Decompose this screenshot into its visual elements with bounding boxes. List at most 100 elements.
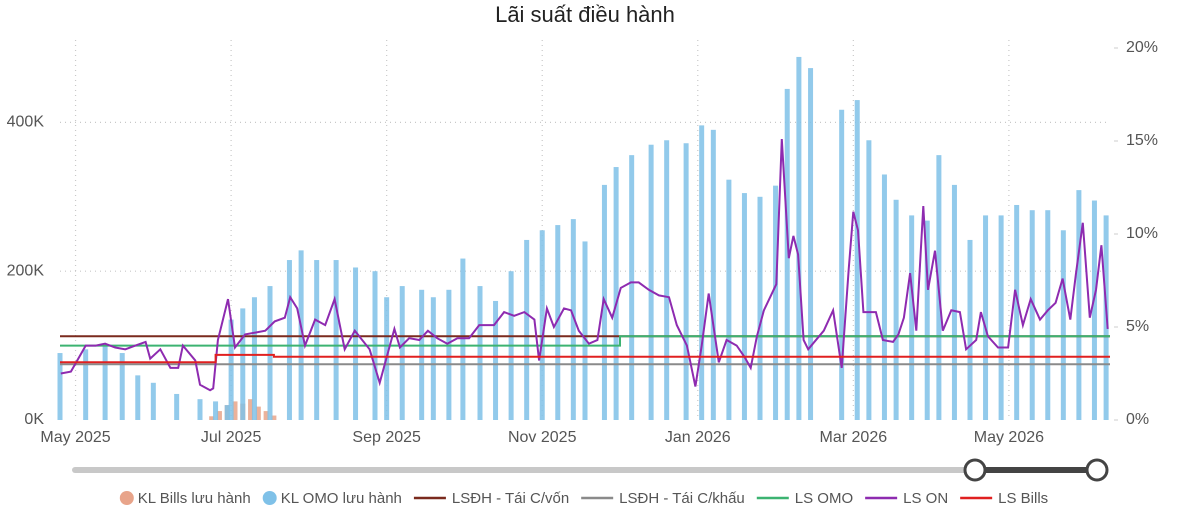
legend-label: LS ON bbox=[903, 490, 948, 507]
bar bbox=[773, 185, 779, 420]
bar bbox=[582, 241, 588, 420]
bar bbox=[209, 416, 215, 420]
bar bbox=[866, 140, 872, 421]
bar bbox=[493, 300, 499, 420]
y-tick-label: 0K bbox=[24, 411, 44, 428]
bar bbox=[119, 353, 125, 420]
bar bbox=[57, 353, 63, 420]
range-slider[interactable] bbox=[72, 458, 1109, 482]
bar bbox=[757, 196, 763, 420]
line-series bbox=[60, 353, 1110, 364]
bar bbox=[102, 345, 108, 420]
bar bbox=[216, 411, 222, 420]
line-series bbox=[60, 139, 1109, 392]
bar bbox=[796, 56, 802, 420]
bar bbox=[741, 193, 747, 420]
bar bbox=[664, 140, 670, 421]
bar bbox=[419, 289, 425, 420]
x-tick-label: Nov 2025 bbox=[508, 429, 577, 446]
bar bbox=[839, 109, 845, 420]
legend-label: LS Bills bbox=[998, 490, 1048, 507]
bar bbox=[314, 260, 320, 420]
bar bbox=[1091, 200, 1097, 420]
bar bbox=[613, 167, 619, 420]
bar bbox=[353, 267, 359, 420]
bar bbox=[150, 382, 156, 420]
bar bbox=[699, 125, 705, 420]
chart-title: Lãi suất điều hành bbox=[495, 2, 675, 27]
bar bbox=[1060, 230, 1066, 420]
bar bbox=[174, 393, 180, 420]
x-tick-label: Sep 2025 bbox=[352, 429, 421, 446]
line-series bbox=[60, 335, 1110, 347]
bar bbox=[286, 260, 292, 420]
y2-tick-label: 5% bbox=[1126, 318, 1149, 335]
x-tick-label: Jul 2025 bbox=[201, 429, 262, 446]
bar bbox=[951, 184, 957, 420]
bar bbox=[909, 215, 915, 420]
legend-label: KL OMO lưu hành bbox=[281, 490, 402, 507]
bar bbox=[854, 100, 860, 420]
slider-handle[interactable] bbox=[1085, 458, 1109, 482]
bar bbox=[555, 225, 561, 420]
bar bbox=[683, 143, 689, 420]
bar bbox=[232, 401, 238, 420]
bar bbox=[1014, 204, 1020, 420]
bar bbox=[446, 289, 452, 420]
bar bbox=[135, 375, 141, 420]
bar bbox=[298, 250, 304, 420]
slider-handle[interactable] bbox=[963, 458, 987, 482]
bar bbox=[251, 297, 257, 420]
legend-label: LSĐH - Tái C/vốn bbox=[452, 490, 569, 507]
y2-tick-label: 0% bbox=[1126, 411, 1149, 428]
x-tick-label: May 2025 bbox=[40, 429, 110, 446]
bar bbox=[271, 415, 277, 420]
bar bbox=[224, 405, 230, 420]
bar bbox=[998, 215, 1004, 420]
y2-tick-label: 10% bbox=[1126, 225, 1158, 242]
legend: KL Bills lưu hành KL OMO lưu hành LSĐH - T… bbox=[119, 490, 1048, 507]
bar bbox=[213, 401, 219, 420]
bar bbox=[1029, 210, 1035, 420]
bar bbox=[248, 399, 254, 420]
legend-item[interactable]: KL OMO lưu hành bbox=[262, 490, 402, 507]
x-tick-label: May 2026 bbox=[974, 429, 1044, 446]
bar bbox=[893, 199, 899, 420]
bar bbox=[1045, 210, 1051, 420]
legend-item[interactable]: LSĐH - Tái C/khấu bbox=[581, 490, 745, 507]
x-tick-label: Jan 2026 bbox=[665, 429, 731, 446]
bar-series bbox=[57, 56, 1109, 421]
bar bbox=[726, 179, 732, 420]
legend-item[interactable]: LS Bills bbox=[960, 490, 1048, 507]
bar bbox=[881, 174, 887, 420]
bar bbox=[430, 297, 436, 420]
bar bbox=[648, 144, 654, 420]
legend-label: LS OMO bbox=[795, 490, 853, 507]
x-tick-label: Mar 2026 bbox=[820, 429, 888, 446]
bar bbox=[197, 399, 203, 420]
legend-marker bbox=[262, 491, 277, 505]
legend-item[interactable]: LS ON bbox=[865, 490, 948, 507]
legend-item[interactable]: LS OMO bbox=[756, 490, 853, 507]
legend-item[interactable]: KL Bills lưu hành bbox=[119, 490, 251, 507]
bar bbox=[255, 406, 261, 420]
bar bbox=[710, 129, 716, 420]
plot-area: May 2025 Jul 2025 Sep 2025 Nov 2025 Jan 2026… bbox=[7, 39, 1158, 446]
bar bbox=[477, 286, 483, 420]
bar bbox=[784, 88, 790, 421]
bar bbox=[460, 258, 466, 420]
legend-item[interactable]: LSĐH - Tái C/vốn bbox=[413, 490, 569, 507]
bar bbox=[983, 215, 989, 420]
bar bbox=[228, 319, 234, 420]
bar bbox=[399, 286, 405, 420]
bar bbox=[629, 155, 635, 421]
y-tick-label: 200K bbox=[7, 262, 45, 279]
bar bbox=[539, 230, 545, 420]
y-tick-label: 400K bbox=[7, 114, 45, 131]
bar bbox=[267, 286, 273, 420]
legend-marker bbox=[119, 491, 134, 505]
bar bbox=[83, 349, 89, 420]
y2-tick-label: 15% bbox=[1126, 132, 1158, 149]
y2-tick-label: 20% bbox=[1126, 39, 1158, 56]
